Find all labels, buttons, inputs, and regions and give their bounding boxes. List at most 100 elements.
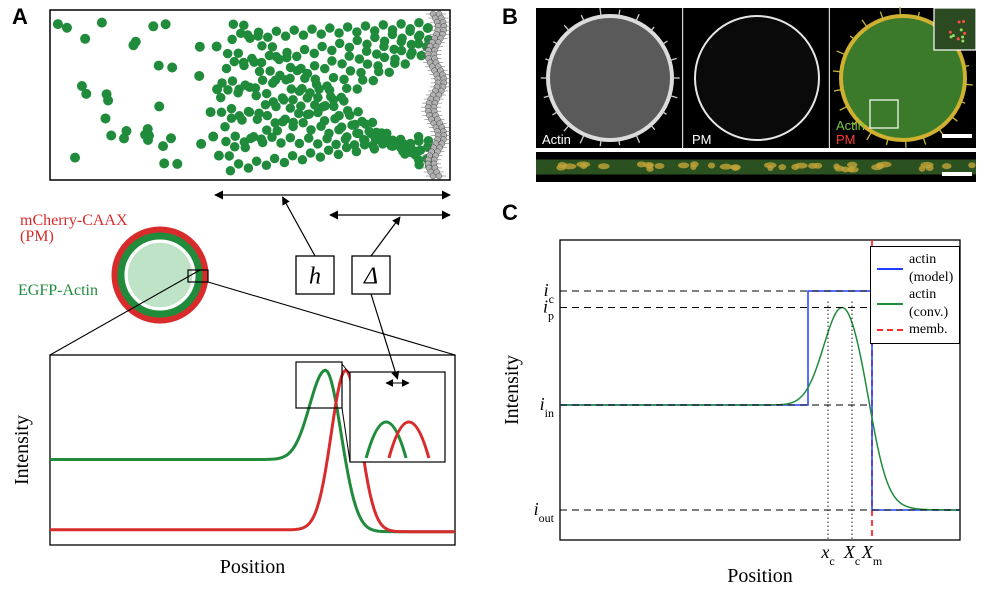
actin-filament-bead (345, 51, 355, 61)
panelC-ylabel: Intensity (501, 355, 523, 425)
actin-filament-bead (401, 59, 411, 69)
actin-filament-bead (330, 114, 340, 124)
actin-filament-bead (222, 64, 232, 74)
actin-filament-bead (275, 71, 285, 81)
panelB-label-merge-actin: Actin (836, 118, 865, 133)
actin-filament-bead (254, 28, 264, 38)
actin-filament-bead (261, 100, 271, 110)
actin-monomer (148, 21, 158, 31)
actin-filament-bead (241, 143, 251, 153)
actin-monomer (172, 159, 182, 169)
actin-filament-bead (343, 22, 353, 32)
actin-filament-bead (345, 43, 355, 53)
actin-filament-bead (286, 133, 296, 143)
ylabel-in: iin (540, 394, 554, 420)
actin-filament-bead (358, 75, 368, 85)
actin-filament-bead (317, 42, 327, 52)
actin-monomer (70, 153, 80, 163)
actin-filament-bead (230, 142, 240, 152)
actin-filament-bead (282, 48, 292, 58)
actin-filament-bead (251, 83, 261, 93)
actin-filament-bead (293, 66, 303, 76)
actin-monomer (159, 158, 169, 168)
actin-filament-bead (310, 49, 320, 59)
actin-filament-bead (414, 146, 424, 156)
actin-filament-bead (397, 46, 407, 56)
actin-filament-bead (300, 45, 310, 55)
actin-filament-bead (326, 92, 336, 102)
actin-filament-bead (227, 114, 237, 124)
actin-monomer (119, 133, 129, 143)
actin-filament-bead (292, 52, 302, 62)
actin-filament-bead (327, 46, 337, 56)
actin-filament-bead (306, 125, 316, 135)
actin-filament-bead (312, 80, 322, 90)
panelB: ActinPMActinPM (536, 6, 976, 182)
actin-filament-bead (385, 68, 395, 78)
ylabel-out: iout (534, 499, 555, 525)
actin-filament-bead (361, 21, 371, 31)
xlabel-xc: xc (820, 542, 834, 568)
actin-filament-bead (288, 151, 298, 161)
actin-filament-bead (352, 147, 362, 157)
legend-label: memb. (909, 321, 948, 339)
actin-filament-bead (388, 30, 398, 40)
actin-filament-bead (303, 69, 313, 79)
actin-monomer (212, 42, 222, 52)
actin-filament-bead (268, 78, 278, 88)
actin-filament-bead (341, 134, 351, 144)
delta_box-label: Δ (363, 263, 378, 289)
actin-filament-bead (229, 19, 239, 29)
actin-filament-bead (307, 24, 317, 34)
actin-filament-bead (305, 109, 315, 119)
actin-filament-bead (270, 154, 280, 164)
actin-filament-bead (276, 138, 286, 148)
actin-filament-bead (220, 122, 230, 132)
actin-filament-bead (239, 61, 249, 71)
h_box-label: h (309, 263, 321, 289)
legend-item: actin(model) (877, 251, 953, 286)
actin-monomer (62, 23, 72, 33)
actin-filament-bead (227, 35, 237, 45)
xlabel-Xm: Xm (861, 542, 883, 568)
actin-filament-bead (363, 59, 373, 69)
actin-filament-bead (262, 89, 272, 99)
actin-filament-bead (406, 139, 416, 149)
actin-filament-bead (226, 166, 236, 176)
cell-cytoplasm (128, 243, 192, 307)
actin-filament-bead (370, 33, 380, 43)
actin-monomer (97, 18, 107, 28)
legend-item: actin(conv.) (877, 286, 953, 321)
panelC-legend: actin(model)actin(conv.)memb. (870, 246, 960, 344)
actin-filament-bead (337, 93, 347, 103)
actin-filament-bead (287, 84, 297, 94)
panelB-label-merge-pm: PM (836, 132, 856, 147)
actin-filament-bead (337, 59, 347, 69)
actin-filament-bead (345, 111, 355, 121)
actin-filament-bead (362, 47, 372, 57)
actin-filament-bead (322, 134, 332, 144)
actin-filament-bead (217, 108, 227, 118)
panelB-label-pm: PM (692, 132, 712, 147)
actin-filament-bead (379, 42, 389, 52)
actin-filament-bead (298, 155, 308, 165)
actin-filament-bead (272, 26, 282, 35)
actin-filament-bead (281, 31, 291, 41)
actin-filament-bead (233, 88, 243, 98)
actin-filament-bead (274, 55, 284, 65)
actin-filament-bead (230, 57, 240, 66)
actin-filament-bead (265, 51, 275, 61)
actin-filament-bead (231, 132, 241, 142)
actin-monomer (195, 42, 205, 52)
actin-filament-bead (334, 150, 344, 160)
actin-filament-bead (262, 161, 272, 171)
actin-filament-bead (396, 135, 406, 145)
actin-monomer (206, 107, 216, 117)
legend-label: actin(model) (909, 251, 953, 286)
actin-filament-bead (273, 126, 283, 136)
actin-filament-bead (298, 118, 308, 128)
actin-filament-bead (370, 144, 380, 154)
actin-filament-bead (424, 136, 434, 146)
actin-filament-bead (347, 120, 357, 130)
actin-filament-bead (241, 80, 251, 90)
